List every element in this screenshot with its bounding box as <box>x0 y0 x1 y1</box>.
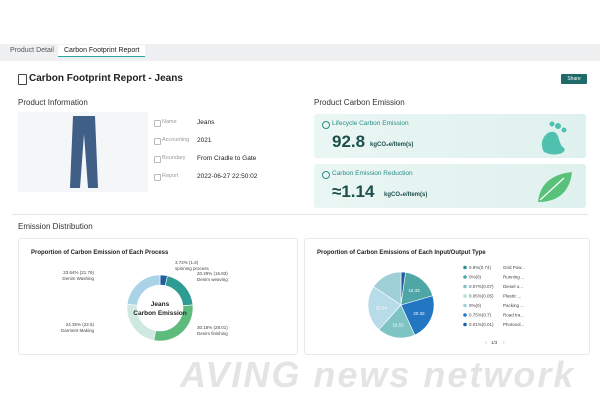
pie-slice <box>367 286 402 330</box>
legend-name: Grid Pow... <box>503 265 525 270</box>
card-value: ≈1.14 <box>332 182 375 201</box>
field-label: Accounting <box>162 137 190 143</box>
segment-label: 23.64% (21.76) <box>63 270 94 275</box>
tab-bar <box>0 44 600 61</box>
legend-dot <box>463 275 467 279</box>
toe <box>561 127 567 133</box>
segment-label: 24.35% (22.6) <box>66 322 95 327</box>
section-heading: Emission Distribution <box>18 222 93 231</box>
segment-label: 3.72% (1.6) <box>175 260 199 265</box>
report-title: Carbon Footprint Report - Jeans <box>29 73 183 84</box>
legend-value: 0.75%(0.7) <box>469 313 492 318</box>
slice-label: 16.53 <box>392 323 404 328</box>
reduction-card: Carbon Emission Reduction ≈1.14 kgCO₂e/I… <box>314 164 586 208</box>
field-icon <box>154 174 161 181</box>
jeans-shape <box>70 116 98 188</box>
slice-label: 20.34 <box>376 305 388 310</box>
section-heading: Product Information <box>18 98 88 107</box>
pager-prev[interactable]: ‹ <box>485 340 487 346</box>
pie-chart: 16.33 20.32 16.53 20.34 0.8%(0.74) Grid Pow..… <box>367 265 525 346</box>
legend-name: Diesel o... <box>503 284 523 289</box>
legend-dot <box>463 265 467 270</box>
toe <box>549 121 555 127</box>
field-icon <box>154 156 161 163</box>
legend-value: 0.8%(0.74) <box>469 265 492 270</box>
process-panel: Proportion of Carbon Emission of Each Pr… <box>18 238 298 355</box>
center-text: Carbon Emission <box>133 310 186 317</box>
legend-dot <box>463 294 467 298</box>
legend-value: 0%(0) <box>469 303 482 308</box>
field-label: Report <box>162 173 179 179</box>
segment-label: 20.29% (16.83) <box>197 271 228 276</box>
jeans-illustration <box>70 116 98 188</box>
legend-value: 0.05%(0.05) <box>469 294 494 299</box>
leaf-icon <box>538 172 572 202</box>
card-unit: kgCO₂e/Item(s) <box>384 192 428 198</box>
leaf-vein <box>539 177 565 201</box>
segment-name: spinning process <box>175 266 210 271</box>
legend-name: Road tra... <box>503 313 524 318</box>
type-panel: Proportion of Carbon Emissions of Each I… <box>304 238 590 355</box>
donut-chart: Jeans Carbon Emission 3.72% (1.6)spinning … <box>61 260 228 342</box>
pie-slice <box>373 271 402 306</box>
share-button[interactable]: Share <box>561 74 587 84</box>
legend-name: Photovol... <box>503 322 524 327</box>
legend-dot <box>463 303 467 308</box>
section-heading: Product Carbon Emission <box>314 98 405 107</box>
divider <box>12 214 588 215</box>
tab[interactable]: Product Detail <box>10 47 54 54</box>
chart-title: Proportion of Carbon Emission of Each Pr… <box>31 250 169 256</box>
pie-slice <box>400 295 435 336</box>
foot-icon <box>541 121 567 155</box>
product-image <box>18 112 148 192</box>
segment-name: Garment Making <box>61 328 95 333</box>
card-label: Carbon Emission Reduction <box>332 170 413 177</box>
field-value: 2021 <box>197 137 212 144</box>
field-value: From Cradle to Gate <box>197 155 257 162</box>
legend-name: Packing ... <box>503 303 524 308</box>
card-unit: kgCO₂e/Item(s) <box>370 142 414 148</box>
legend-dot <box>463 284 467 289</box>
field-label: Name <box>162 119 177 125</box>
toe <box>555 123 561 129</box>
donut-segment <box>126 274 161 306</box>
slice-label: 16.33 <box>408 288 420 293</box>
slice-label: 20.32 <box>413 311 425 316</box>
icon <box>322 171 330 179</box>
legend-value: 0.07%(0.07) <box>469 284 494 289</box>
center-text: Jeans <box>151 301 170 308</box>
segment-name: Denim Washing <box>62 276 94 281</box>
pager: 1/3 <box>491 340 498 345</box>
field-label: Boundary <box>162 155 186 161</box>
chart-title: Proportion of Carbon Emissions of Each I… <box>317 250 486 256</box>
legend-dot <box>463 322 467 327</box>
card-value: 92.8 <box>332 132 366 151</box>
doc-icon <box>18 74 27 85</box>
field-value: Jeans <box>197 119 215 126</box>
icon <box>322 121 330 129</box>
legend-name: Plastic ... <box>503 294 521 299</box>
segment-name: Denim weaving <box>197 277 228 282</box>
legend-name: Running ... <box>503 275 525 280</box>
foot <box>541 131 565 155</box>
legend-dot <box>463 313 467 317</box>
lifecycle-card: Lifecycle Carbon Emission 92.8 kgCO₂e/It… <box>314 114 586 158</box>
watermark: AVING news network <box>180 354 576 395</box>
field-icon <box>154 120 161 127</box>
card-label: Lifecycle Carbon Emission <box>332 120 409 127</box>
field-value: 2022-06-27 22:50:02 <box>197 173 258 180</box>
donut-segment <box>164 275 194 307</box>
segment-label: 30.18% (28.01) <box>197 325 228 330</box>
pager-next[interactable]: › <box>503 340 505 346</box>
legend-value: 0.01%(0.01) <box>469 322 494 327</box>
field-icon <box>154 138 161 145</box>
tab-active[interactable]: Carbon Footprint Report <box>58 45 146 57</box>
segment-name: Denim finishing <box>197 331 228 336</box>
legend-value: 0%(0) <box>469 275 482 280</box>
